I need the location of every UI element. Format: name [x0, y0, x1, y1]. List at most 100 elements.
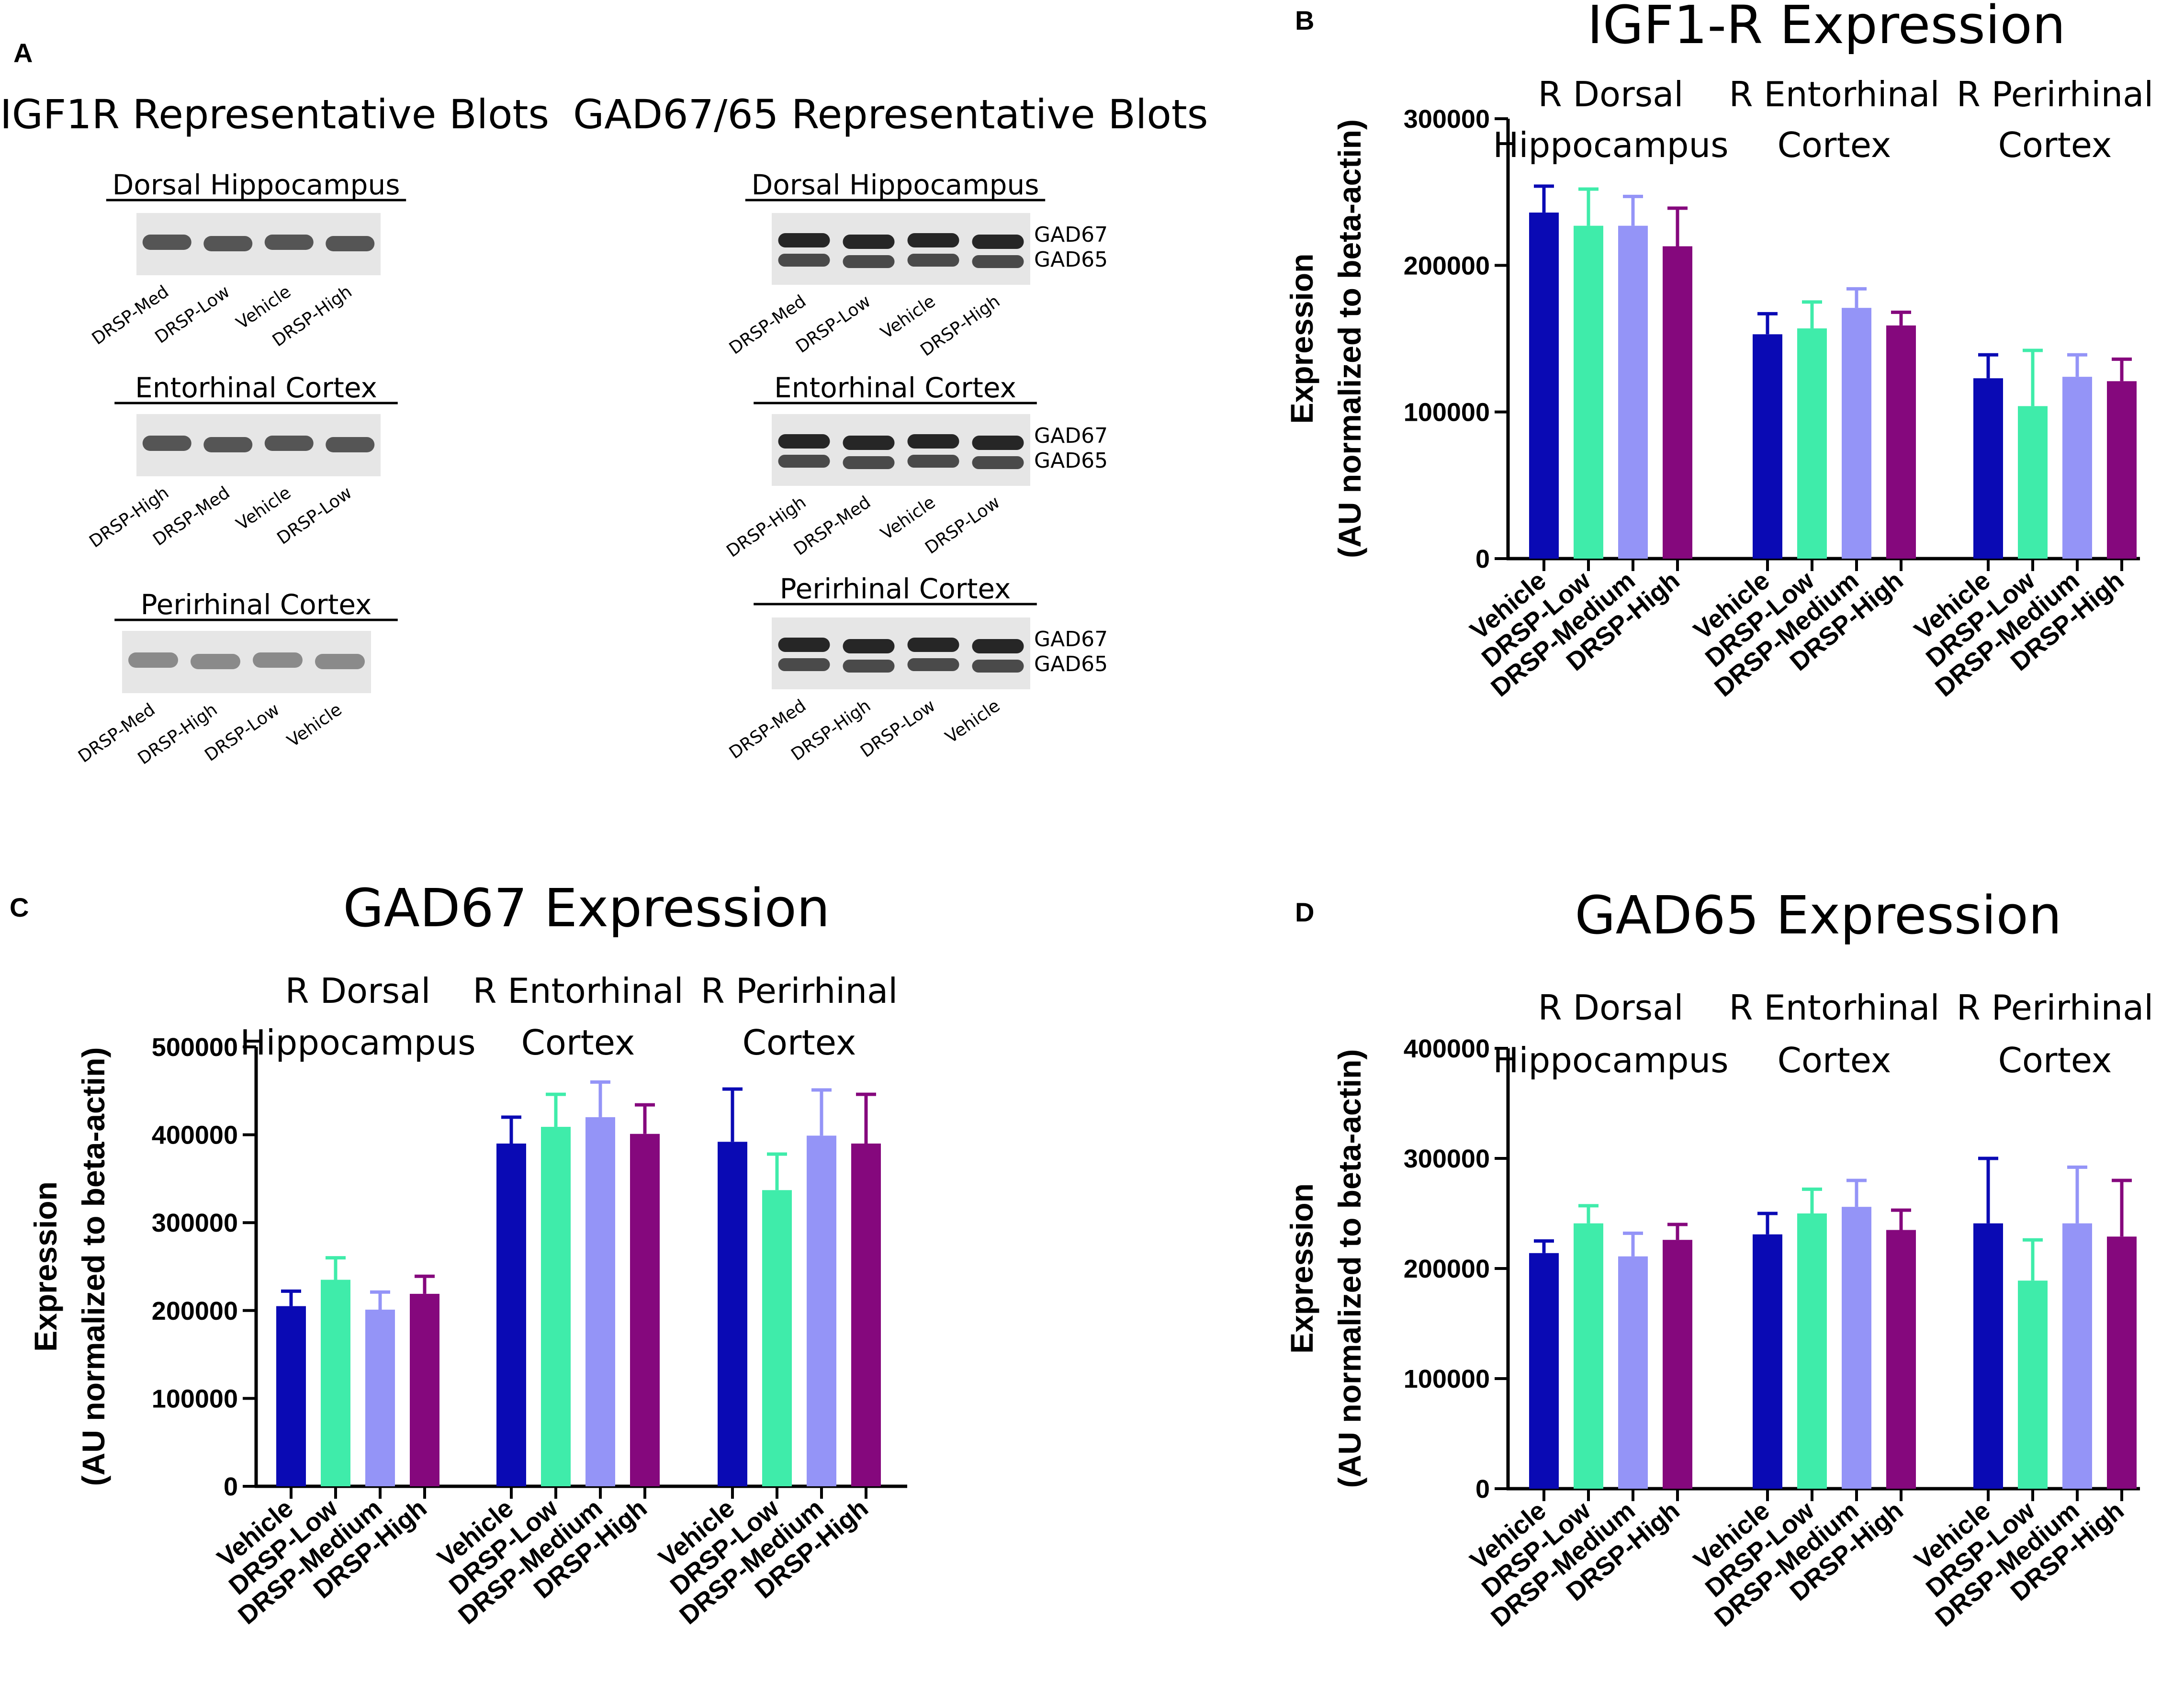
gad-blots-title: GAD67/65 Representative Blots — [573, 91, 1208, 138]
group-label: Cortex — [1778, 125, 1891, 165]
bar — [1618, 225, 1648, 559]
blot-band — [843, 639, 895, 653]
y-tick-label: 300000 — [1404, 1145, 1490, 1173]
blot-band — [778, 638, 830, 652]
band-label-gad67: GAD67 — [1034, 627, 1108, 651]
blot-band — [907, 638, 959, 652]
blot-band — [191, 654, 240, 669]
bar — [1663, 246, 1692, 559]
panel-letter-a: A — [13, 38, 33, 68]
blot-band — [843, 660, 895, 673]
blot-region-title: Dorsal Hippocampus — [113, 168, 400, 201]
blot-band — [315, 654, 365, 669]
y-tick-label: 500000 — [152, 1033, 238, 1062]
bar — [851, 1143, 881, 1486]
bar — [1797, 1213, 1827, 1489]
bar — [2062, 1223, 2092, 1489]
blot-band — [907, 254, 959, 267]
blot-band — [778, 455, 830, 468]
group-label: Hippocampus — [240, 1022, 475, 1063]
blot-region-title: Perirhinal Cortex — [780, 572, 1011, 605]
band-label-gad65: GAD65 — [1034, 247, 1108, 272]
y-tick-label: 100000 — [1404, 398, 1490, 427]
blot-band — [326, 236, 375, 251]
bar — [1574, 1223, 1603, 1489]
bar — [541, 1127, 571, 1486]
bar — [1574, 225, 1603, 559]
blot-band — [972, 235, 1024, 249]
blot-band — [203, 437, 253, 452]
bar — [1886, 325, 1916, 559]
bar — [365, 1309, 395, 1486]
band-label-gad65: GAD65 — [1034, 652, 1108, 676]
chart-title: GAD65 Expression — [1575, 885, 2061, 946]
y-tick-label: 100000 — [152, 1384, 238, 1413]
blot-band — [264, 436, 314, 451]
bar — [410, 1293, 439, 1486]
group-label: R Perirhinal — [1957, 988, 2153, 1028]
blot-band — [907, 658, 959, 671]
group-label: R Perirhinal — [701, 971, 898, 1011]
y-tick-label: 100000 — [1404, 1365, 1490, 1393]
group-label: Cortex — [1998, 125, 2112, 165]
bar — [321, 1280, 350, 1486]
group-label: Hippocampus — [1493, 125, 1728, 165]
bar — [496, 1143, 526, 1486]
group-label: Cortex — [521, 1022, 635, 1063]
blot-band — [843, 255, 895, 268]
panel-letter: C — [10, 892, 29, 922]
blot-band — [843, 436, 895, 450]
y-axis-label-units: (AU normalized to beta-actin) — [76, 1047, 111, 1486]
group-label: R Dorsal — [1538, 74, 1684, 114]
bar — [1797, 328, 1827, 559]
panel-b-igf1r-chart: B IGF1-R Expression 0 100000 200000 300000 Exp… — [1284, 0, 2153, 702]
band-label-gad67: GAD67 — [1034, 424, 1108, 448]
bar — [718, 1142, 747, 1486]
blot-band — [972, 255, 1024, 268]
y-tick-label: 300000 — [152, 1209, 238, 1237]
bar — [1753, 334, 1782, 559]
blot-region-title: Entorhinal Cortex — [774, 371, 1016, 404]
blot-band — [264, 235, 314, 250]
blot-band — [326, 437, 375, 452]
blot-region-title: Perirhinal Cortex — [141, 588, 372, 621]
bar — [2107, 1236, 2137, 1489]
bar — [276, 1306, 306, 1486]
group-label: Cortex — [1778, 1040, 1891, 1080]
blot-band — [972, 639, 1024, 653]
bar — [1618, 1256, 1648, 1489]
bar — [2062, 377, 2092, 559]
chart-title: GAD67 Expression — [343, 877, 830, 939]
blot-band — [843, 456, 895, 469]
bar — [807, 1135, 836, 1486]
group-label: R Dorsal — [285, 971, 431, 1011]
y-tick-label: 0 — [224, 1472, 238, 1501]
band-label-gad65: GAD65 — [1034, 449, 1108, 473]
group-label: R Perirhinal — [1957, 74, 2153, 114]
bar — [762, 1190, 792, 1486]
blot-band — [128, 652, 178, 668]
bar — [1842, 1207, 1871, 1489]
bar — [2018, 406, 2048, 559]
blot-band — [142, 436, 191, 451]
bar — [2107, 381, 2137, 559]
group-label: Hippocampus — [1493, 1040, 1728, 1080]
bar — [1973, 1223, 2003, 1489]
bar — [1663, 1240, 1692, 1489]
blot-band — [907, 434, 959, 449]
band-label-gad67: GAD67 — [1034, 223, 1108, 247]
bar — [1753, 1234, 1782, 1489]
y-axis-label: Expression — [1284, 1183, 1319, 1354]
y-axis-label-units: (AU normalized to beta-actin) — [1332, 119, 1367, 558]
y-axis-label-units: (AU normalized to beta-actin) — [1332, 1049, 1367, 1488]
y-axis-label: Expression — [1284, 254, 1319, 424]
y-axis-label: Expression — [28, 1181, 63, 1352]
group-label: Cortex — [743, 1022, 856, 1063]
blot-band — [843, 235, 895, 249]
blot-band — [778, 658, 830, 671]
panel-letter: B — [1295, 5, 1314, 35]
blot-region-title: Dorsal Hippocampus — [752, 168, 1039, 201]
chart-title: IGF1-R Expression — [1587, 0, 2065, 56]
blot-band — [972, 456, 1024, 469]
